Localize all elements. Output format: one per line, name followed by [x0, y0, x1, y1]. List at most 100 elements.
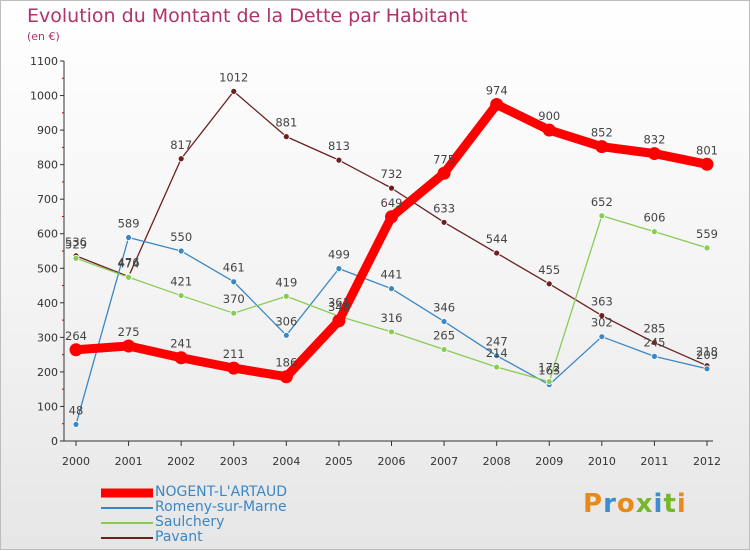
x-tick-label: 2006 — [378, 455, 406, 468]
x-tick-label: 2009 — [535, 455, 563, 468]
data-point — [125, 234, 132, 241]
data-point — [177, 292, 185, 299]
data-label: 529 — [65, 237, 87, 251]
y-tick-label: 100 — [37, 400, 58, 413]
data-point — [545, 378, 553, 385]
data-label: 974 — [486, 84, 508, 98]
y-tick-label: 300 — [37, 331, 58, 344]
data-label: 732 — [381, 167, 403, 181]
data-label: 241 — [170, 337, 192, 351]
data-point — [651, 339, 658, 346]
data-label: 900 — [538, 109, 560, 123]
x-tick-label: 2011 — [640, 455, 668, 468]
data-label: 455 — [538, 263, 560, 277]
data-label: 633 — [433, 201, 455, 215]
chart-title: Evolution du Montant de la Dette par Hab… — [27, 5, 468, 27]
data-label: 285 — [643, 322, 665, 336]
data-label: 302 — [591, 316, 613, 330]
data-label: 813 — [328, 139, 350, 153]
data-label: 550 — [170, 230, 192, 244]
proxiti-logo: Proxiti — [583, 489, 687, 519]
data-label: 476 — [118, 256, 140, 270]
legend-label: Pavant — [155, 529, 203, 545]
y-tick-label: 900 — [37, 124, 58, 137]
data-point — [385, 210, 398, 224]
data-label: 264 — [65, 329, 87, 343]
data-label: 817 — [170, 138, 192, 152]
data-point — [598, 312, 606, 320]
data-point — [72, 421, 80, 428]
data-point — [440, 218, 448, 226]
data-point — [230, 309, 238, 317]
x-tick-label: 2007 — [430, 455, 458, 468]
legend-label: Saulchery — [155, 514, 225, 530]
data-label: 316 — [381, 311, 403, 325]
data-point — [282, 133, 290, 141]
data-point — [700, 157, 714, 171]
x-tick-label: 2000 — [62, 455, 90, 468]
data-label: 363 — [591, 295, 613, 309]
data-label: 441 — [381, 268, 403, 282]
data-label: 852 — [591, 126, 613, 140]
data-label: 218 — [696, 345, 718, 359]
x-tick-label: 2010 — [588, 455, 616, 468]
chart-subtitle: (en €) — [27, 30, 60, 43]
data-label: 421 — [170, 275, 192, 289]
data-label: 832 — [643, 133, 665, 147]
data-label: 499 — [328, 248, 350, 262]
data-point — [279, 370, 293, 384]
data-point — [388, 328, 395, 336]
data-label: 536 — [65, 235, 87, 249]
data-label: 186 — [275, 356, 297, 370]
legend-label: Romeny-sur-Marne — [155, 499, 287, 515]
x-tick-label: 2005 — [325, 455, 353, 468]
data-point — [598, 333, 606, 341]
data-point — [542, 123, 556, 137]
data-label: 361 — [328, 295, 350, 309]
data-point — [493, 363, 501, 371]
y-tick-label: 600 — [37, 228, 58, 241]
data-point — [703, 365, 711, 373]
data-point — [440, 318, 448, 325]
data-label: 172 — [538, 361, 560, 375]
data-label: 461 — [223, 261, 245, 275]
data-point — [493, 249, 501, 257]
data-label: 881 — [275, 116, 297, 130]
data-label: 559 — [696, 227, 718, 241]
data-label: 419 — [275, 275, 297, 289]
data-label: 214 — [486, 346, 508, 360]
data-label: 606 — [643, 211, 665, 225]
y-tick-label: 700 — [37, 193, 58, 206]
data-point — [388, 184, 395, 192]
data-point — [651, 228, 658, 236]
data-label: 544 — [486, 232, 508, 246]
data-label: 346 — [433, 300, 455, 314]
data-label: 775 — [433, 152, 455, 166]
data-label: 370 — [223, 292, 245, 306]
data-point — [122, 339, 136, 353]
data-point — [703, 244, 711, 252]
data-point — [282, 331, 290, 339]
data-point — [332, 314, 346, 328]
data-point — [545, 280, 553, 288]
data-point — [174, 351, 188, 365]
y-tick-label: 800 — [37, 159, 58, 172]
data-point — [388, 285, 395, 293]
data-point — [230, 88, 238, 95]
data-label: 652 — [591, 195, 613, 209]
data-point — [437, 166, 451, 180]
x-tick-label: 2001 — [115, 455, 143, 468]
data-label: 801 — [696, 143, 718, 157]
data-label: 474 — [118, 256, 140, 270]
data-point — [335, 156, 343, 164]
data-point — [335, 265, 343, 273]
data-label: 245 — [643, 335, 665, 349]
data-point — [440, 346, 448, 353]
data-point — [647, 147, 661, 161]
data-label: 247 — [486, 335, 508, 349]
data-label: 163 — [538, 364, 560, 378]
data-point — [651, 352, 658, 360]
data-label: 589 — [118, 217, 140, 231]
x-tick-label: 2012 — [693, 455, 721, 468]
